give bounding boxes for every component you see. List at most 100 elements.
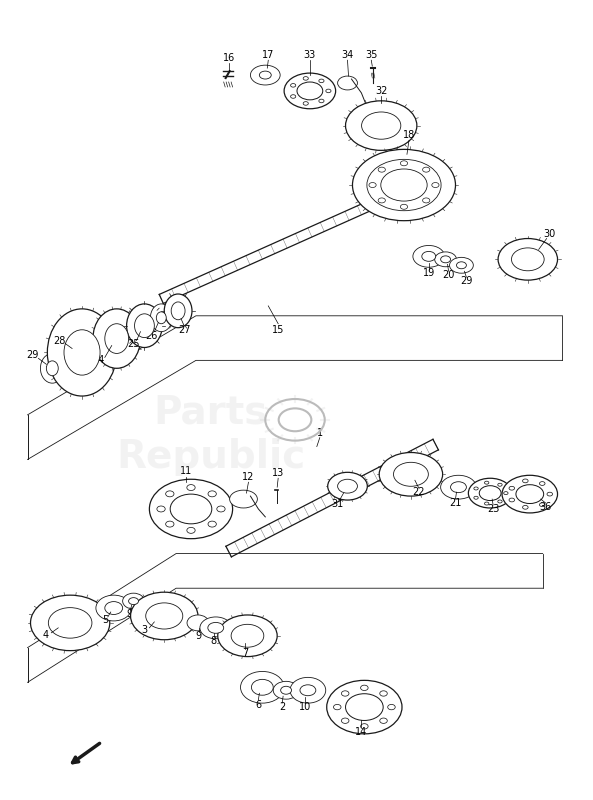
- Ellipse shape: [218, 615, 277, 657]
- Text: 9: 9: [126, 609, 133, 619]
- Text: 17: 17: [262, 50, 275, 60]
- Ellipse shape: [135, 314, 154, 338]
- Ellipse shape: [187, 615, 209, 631]
- Ellipse shape: [40, 354, 64, 383]
- Ellipse shape: [378, 167, 385, 172]
- Ellipse shape: [123, 593, 145, 609]
- Ellipse shape: [47, 309, 117, 396]
- Text: 9: 9: [196, 630, 202, 641]
- Ellipse shape: [129, 598, 139, 605]
- Ellipse shape: [64, 330, 100, 375]
- Text: 27: 27: [178, 325, 190, 334]
- Text: 1: 1: [317, 428, 323, 438]
- Text: 2: 2: [279, 702, 285, 712]
- Text: 30: 30: [543, 229, 556, 238]
- Text: 8: 8: [211, 636, 217, 646]
- Text: 14: 14: [355, 727, 368, 737]
- Text: 34: 34: [342, 50, 353, 60]
- Text: 4: 4: [42, 630, 49, 640]
- Ellipse shape: [127, 304, 162, 347]
- Text: 28: 28: [53, 335, 65, 346]
- Ellipse shape: [369, 182, 376, 187]
- Text: 32: 32: [375, 86, 387, 96]
- Text: 11: 11: [180, 466, 192, 476]
- Ellipse shape: [432, 182, 439, 187]
- Ellipse shape: [352, 150, 455, 221]
- Text: 15: 15: [272, 325, 285, 334]
- Ellipse shape: [337, 479, 358, 493]
- Ellipse shape: [394, 462, 428, 486]
- Ellipse shape: [381, 169, 427, 201]
- Ellipse shape: [157, 312, 166, 324]
- Ellipse shape: [170, 494, 212, 524]
- Ellipse shape: [273, 682, 299, 699]
- Ellipse shape: [93, 309, 141, 368]
- Ellipse shape: [46, 361, 58, 376]
- Ellipse shape: [251, 679, 273, 695]
- Text: 12: 12: [243, 472, 254, 482]
- Ellipse shape: [149, 479, 232, 538]
- Text: 7: 7: [243, 648, 248, 658]
- Text: 24: 24: [93, 355, 105, 366]
- Ellipse shape: [346, 694, 383, 721]
- Ellipse shape: [105, 324, 129, 354]
- Ellipse shape: [435, 252, 457, 266]
- Ellipse shape: [479, 486, 501, 501]
- Ellipse shape: [378, 198, 385, 203]
- Text: 13: 13: [272, 468, 284, 478]
- Ellipse shape: [241, 671, 284, 703]
- Ellipse shape: [290, 678, 326, 703]
- Text: 35: 35: [365, 50, 378, 60]
- Ellipse shape: [297, 82, 323, 100]
- Ellipse shape: [346, 101, 417, 150]
- Ellipse shape: [164, 294, 192, 328]
- Ellipse shape: [280, 686, 292, 694]
- Ellipse shape: [379, 453, 442, 496]
- Text: 16: 16: [222, 54, 235, 63]
- Text: 21: 21: [449, 498, 462, 508]
- Text: 20: 20: [442, 270, 455, 280]
- Text: 19: 19: [423, 268, 435, 278]
- Ellipse shape: [208, 622, 224, 634]
- Ellipse shape: [284, 73, 336, 109]
- Ellipse shape: [337, 76, 358, 90]
- Ellipse shape: [96, 595, 132, 621]
- Ellipse shape: [259, 71, 271, 79]
- Ellipse shape: [422, 251, 436, 262]
- Ellipse shape: [400, 204, 407, 210]
- Text: 5: 5: [101, 615, 108, 625]
- Ellipse shape: [413, 246, 445, 267]
- Text: 33: 33: [304, 50, 316, 60]
- Ellipse shape: [171, 302, 185, 320]
- Text: 6: 6: [256, 700, 262, 710]
- Ellipse shape: [300, 685, 316, 696]
- Text: 29: 29: [26, 350, 39, 361]
- Ellipse shape: [502, 475, 557, 513]
- Ellipse shape: [146, 603, 183, 629]
- Text: 18: 18: [403, 130, 415, 139]
- Text: 25: 25: [127, 338, 140, 349]
- Ellipse shape: [327, 680, 402, 734]
- Ellipse shape: [423, 198, 430, 203]
- Text: 22: 22: [413, 487, 425, 497]
- Ellipse shape: [231, 624, 264, 647]
- Ellipse shape: [105, 602, 123, 614]
- Text: 36: 36: [540, 502, 551, 512]
- Ellipse shape: [367, 159, 441, 210]
- Ellipse shape: [30, 595, 110, 650]
- Ellipse shape: [362, 112, 401, 139]
- Text: 3: 3: [141, 625, 148, 635]
- Ellipse shape: [49, 608, 92, 638]
- Ellipse shape: [229, 490, 257, 508]
- Ellipse shape: [468, 478, 512, 508]
- Text: Parts
Republic: Parts Republic: [116, 394, 305, 476]
- Ellipse shape: [441, 256, 451, 262]
- Ellipse shape: [130, 592, 198, 640]
- Text: 29: 29: [460, 276, 473, 286]
- Ellipse shape: [451, 482, 466, 493]
- Text: 31: 31: [331, 499, 344, 509]
- Ellipse shape: [498, 238, 557, 280]
- Ellipse shape: [250, 65, 280, 85]
- Ellipse shape: [512, 248, 544, 270]
- Text: 23: 23: [487, 504, 499, 514]
